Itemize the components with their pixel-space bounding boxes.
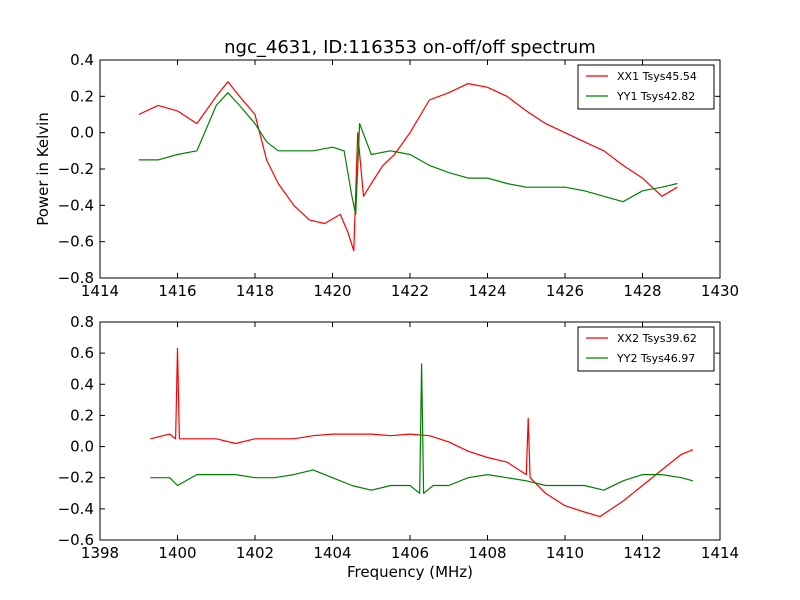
top-y-tick-label: −0.4	[58, 196, 94, 214]
top-y-tick-label: 0.0	[70, 124, 94, 142]
bottom-x-tick-label: 1406	[391, 544, 429, 562]
top-x-tick-label: 1414	[81, 282, 119, 300]
top-y-tick-label: −0.8	[58, 269, 94, 287]
bottom-y-tick-label: −0.4	[58, 500, 94, 518]
top-ticks: 1414 1416 1418 1420 1422 1424 1426 1428 1430 0.4 0…	[58, 51, 740, 300]
top-x-tick-label: 1418	[236, 282, 274, 300]
top-panel: ngc_4631, ID:116353 on-off/off spectrum …	[34, 37, 739, 300]
bottom-x-tick-label: 1398	[81, 544, 119, 562]
bottom-panel: 1398 1400 1402 1404 1406 1408 1410 1412 1414 0.8 0…	[58, 313, 740, 581]
top-chart-title: ngc_4631, ID:116353 on-off/off spectrum	[224, 37, 596, 58]
top-legend-label-xx1: XX1 Tsys45.54	[617, 70, 697, 83]
top-y-axis-label: Power in Kelvin	[34, 112, 52, 226]
bottom-y-tick-label: 0.8	[70, 313, 94, 331]
top-series-line-xx1	[138, 81, 678, 252]
bottom-legend-box	[577, 326, 715, 372]
bottom-legend-label-yy2: YY2 Tsys46.97	[616, 352, 695, 365]
top-x-tick-label: 1430	[701, 282, 739, 300]
bottom-legend-label-xx2: XX2 Tsys39.62	[617, 332, 697, 345]
top-x-tick-label: 1426	[546, 282, 584, 300]
top-y-tick-label: −0.2	[58, 160, 94, 178]
top-y-tick-label: −0.6	[58, 233, 94, 251]
bottom-legend: XX2 Tsys39.62 YY2 Tsys46.97	[577, 326, 715, 372]
bottom-x-tick-label: 1400	[158, 544, 196, 562]
top-y-tick-label: 0.4	[70, 51, 94, 69]
bottom-ticks: 1398 1400 1402 1404 1406 1408 1410 1412 1414 0.8 0…	[58, 313, 740, 562]
top-series-line-yy1	[138, 92, 678, 215]
top-x-tick-label: 1428	[623, 282, 661, 300]
bottom-y-tick-label: 0.4	[70, 375, 94, 393]
top-x-tick-label: 1424	[468, 282, 506, 300]
top-legend-box	[577, 64, 715, 110]
bottom-x-tick-label: 1414	[701, 544, 739, 562]
bottom-series-line-xx2	[150, 347, 694, 518]
bottom-x-tick-label: 1408	[468, 544, 506, 562]
bottom-x-tick-label: 1404	[313, 544, 351, 562]
top-y-tick-label: 0.2	[70, 87, 94, 105]
top-x-tick-label: 1416	[158, 282, 196, 300]
top-legend: XX1 Tsys45.54 YY1 Tsys42.82	[577, 64, 715, 110]
bottom-y-tick-label: 0.6	[70, 344, 94, 362]
bottom-series-line-yy2	[150, 363, 694, 494]
bottom-y-tick-label: −0.2	[58, 469, 94, 487]
bottom-plot-area	[150, 347, 694, 518]
bottom-y-tick-label: −0.6	[58, 531, 94, 549]
bottom-x-tick-label: 1412	[623, 544, 661, 562]
top-plot-area	[138, 81, 678, 252]
top-x-tick-label: 1422	[391, 282, 429, 300]
top-x-tick-label: 1420	[313, 282, 351, 300]
bottom-x-axis-label: Frequency (MHz)	[347, 563, 473, 581]
bottom-x-tick-label: 1410	[546, 544, 584, 562]
top-legend-label-yy1: YY1 Tsys42.82	[616, 90, 695, 103]
bottom-x-tick-label: 1402	[236, 544, 274, 562]
bottom-y-tick-label: 0.2	[70, 406, 94, 424]
bottom-y-tick-label: 0.0	[70, 438, 94, 456]
